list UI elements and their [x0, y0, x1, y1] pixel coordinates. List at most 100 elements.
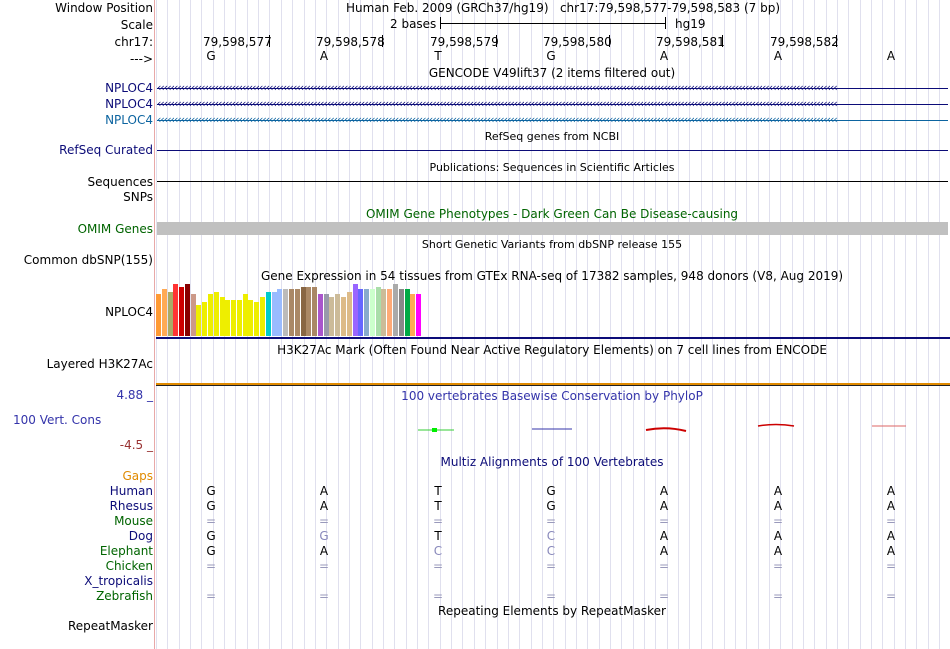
- aligned-base: T: [434, 529, 442, 543]
- aligned-base: A: [886, 484, 896, 498]
- gtex-tissue-bar[interactable]: [393, 284, 398, 336]
- gtex-tissue-bar[interactable]: [370, 289, 375, 336]
- gtex-tissue-bar[interactable]: [243, 294, 248, 336]
- refseq-track-label[interactable]: RefSeq Curated: [59, 143, 153, 157]
- gtex-tissue-bar[interactable]: [260, 297, 265, 336]
- gtex-tissue-bar[interactable]: [185, 284, 190, 336]
- gtex-expression-chart[interactable]: [156, 284, 536, 336]
- gtex-tissue-bar[interactable]: [214, 292, 219, 336]
- gtex-tissue-bar[interactable]: [329, 297, 334, 336]
- species-label-zebrafish[interactable]: Zebrafish: [96, 589, 153, 603]
- gtex-tissue-bar[interactable]: [266, 292, 271, 336]
- grid-line: [769, 0, 770, 649]
- gtex-tissue-bar[interactable]: [301, 287, 306, 336]
- gtex-tissue-bar[interactable]: [283, 289, 288, 336]
- gtex-tissue-bar[interactable]: [376, 287, 381, 336]
- reference-base: A: [886, 49, 896, 63]
- gtex-tissue-bar[interactable]: [272, 292, 277, 336]
- gtex-tissue-bar[interactable]: [202, 302, 207, 336]
- species-label-rhesus[interactable]: Rhesus: [109, 499, 153, 513]
- publications-track-label[interactable]: Sequences: [87, 175, 153, 189]
- refseq-track-title[interactable]: RefSeq genes from NCBI: [484, 130, 620, 143]
- aligned-base: =: [658, 559, 670, 573]
- gtex-tissue-bar[interactable]: [191, 294, 196, 336]
- species-label-x_tropicalis[interactable]: X_tropicalis: [84, 574, 153, 588]
- multiz-track-title[interactable]: Multiz Alignments of 100 Vertebrates: [440, 455, 664, 469]
- gencode-transcript-line[interactable]: ‹‹‹‹‹‹‹‹‹‹‹‹‹‹‹‹‹‹‹‹‹‹‹‹‹‹‹‹‹‹‹‹‹‹‹‹‹‹‹‹…: [157, 82, 948, 94]
- species-label-dog[interactable]: Dog: [128, 529, 153, 543]
- omim-track-label[interactable]: OMIM Genes: [77, 222, 153, 236]
- gtex-tissue-bar[interactable]: [387, 289, 392, 336]
- repeatmasker-track-title[interactable]: Repeating Elements by RepeatMasker: [438, 604, 666, 618]
- gencode-transcript-label[interactable]: NPLOC4: [105, 81, 153, 95]
- omim-gene-bar[interactable]: [157, 222, 948, 235]
- gtex-tissue-bar[interactable]: [405, 289, 410, 336]
- phylop-track-label[interactable]: 100 Vert. Cons: [13, 413, 102, 427]
- gtex-tissue-bar[interactable]: [156, 294, 161, 336]
- transcript-intron-line: [157, 104, 948, 105]
- gtex-tissue-bar[interactable]: [254, 302, 259, 336]
- gtex-tissue-bar[interactable]: [358, 289, 363, 336]
- gtex-tissue-bar[interactable]: [364, 289, 369, 336]
- gtex-tissue-bar[interactable]: [248, 300, 253, 336]
- gtex-tissue-bar[interactable]: [306, 287, 311, 336]
- gencode-transcript-line[interactable]: ‹‹‹‹‹‹‹‹‹‹‹‹‹‹‹‹‹‹‹‹‹‹‹‹‹‹‹‹‹‹‹‹‹‹‹‹‹‹‹‹…: [157, 98, 948, 110]
- phylop-track-title[interactable]: 100 vertebrates Basewise Conservation by…: [401, 389, 703, 403]
- refseq-gene-line[interactable]: [157, 150, 948, 151]
- gtex-tissue-bar[interactable]: [237, 300, 242, 336]
- repeatmasker-track-label[interactable]: RepeatMasker: [67, 619, 153, 633]
- species-label-elephant[interactable]: Elephant: [99, 544, 153, 558]
- grid-line: [440, 0, 441, 649]
- gtex-tissue-bar[interactable]: [335, 294, 340, 336]
- gtex-tissue-bar[interactable]: [341, 297, 346, 336]
- coordinate-label: 79,598,578: [316, 35, 385, 49]
- gtex-tissue-bar[interactable]: [381, 289, 386, 336]
- gtex-tissue-bar[interactable]: [324, 294, 329, 336]
- gtex-tissue-bar[interactable]: [318, 294, 323, 336]
- gtex-tissue-bar[interactable]: [168, 292, 173, 336]
- gencode-transcript-label[interactable]: NPLOC4: [105, 113, 153, 127]
- publications-line[interactable]: [157, 181, 948, 182]
- gtex-tissue-bar[interactable]: [410, 294, 415, 336]
- gtex-tissue-bar[interactable]: [277, 289, 282, 336]
- gencode-track-title[interactable]: GENCODE V49lift37 (2 items filtered out): [428, 66, 676, 80]
- gtex-tissue-bar[interactable]: [312, 287, 317, 336]
- strand-label: --->: [129, 52, 153, 66]
- gaps-label[interactable]: Gaps: [122, 469, 153, 483]
- species-label-chicken[interactable]: Chicken: [105, 559, 153, 573]
- gtex-tissue-bar[interactable]: [295, 289, 300, 336]
- gtex-tissue-bar[interactable]: [196, 305, 201, 336]
- gtex-track-title[interactable]: Gene Expression in 54 tissues from GTEx …: [260, 269, 844, 283]
- gtex-tissue-bar[interactable]: [179, 287, 184, 336]
- gtex-tissue-bar[interactable]: [220, 297, 225, 336]
- gtex-tissue-bar[interactable]: [173, 284, 178, 336]
- gtex-tissue-bar[interactable]: [162, 289, 167, 336]
- gtex-tissue-bar[interactable]: [208, 294, 213, 336]
- gencode-transcript-label[interactable]: NPLOC4: [105, 97, 153, 111]
- gtex-tissue-bar[interactable]: [416, 294, 421, 336]
- scale-bar: [440, 23, 666, 24]
- coordinate-tick: [722, 35, 723, 47]
- h3k27ac-track-label[interactable]: Layered H3K27Ac: [46, 357, 153, 371]
- gtex-tissue-bar[interactable]: [347, 292, 352, 336]
- dbsnp-track-title[interactable]: Short Genetic Variants from dbSNP releas…: [421, 238, 683, 251]
- grid-line: [519, 0, 520, 649]
- gtex-tissue-bar[interactable]: [353, 284, 358, 336]
- grid-line: [621, 0, 622, 649]
- gtex-tissue-bar[interactable]: [231, 300, 236, 336]
- species-label-mouse[interactable]: Mouse: [114, 514, 153, 528]
- phylop-wiggle[interactable]: [156, 415, 950, 437]
- gtex-tissue-bar[interactable]: [289, 289, 294, 336]
- species-label-human[interactable]: Human: [109, 484, 153, 498]
- snps-label[interactable]: SNPs: [123, 190, 153, 204]
- h3k27ac-orange-line: [156, 383, 950, 385]
- gtex-track-label[interactable]: NPLOC4: [105, 305, 153, 319]
- aligned-base: =: [545, 514, 557, 528]
- omim-track-title[interactable]: OMIM Gene Phenotypes - Dark Green Can Be…: [365, 207, 739, 221]
- gtex-tissue-bar[interactable]: [399, 289, 404, 336]
- h3k27ac-track-title[interactable]: H3K27Ac Mark (Often Found Near Active Re…: [277, 343, 827, 357]
- gtex-tissue-bar[interactable]: [225, 300, 230, 336]
- dbsnp-track-label[interactable]: Common dbSNP(155): [23, 253, 153, 267]
- gencode-transcript-line[interactable]: ‹‹‹‹‹‹‹‹‹‹‹‹‹‹‹‹‹‹‹‹‹‹‹‹‹‹‹‹‹‹‹‹‹‹‹‹‹‹‹‹…: [157, 114, 948, 126]
- publications-track-title[interactable]: Publications: Sequences in Scientific Ar…: [429, 161, 675, 174]
